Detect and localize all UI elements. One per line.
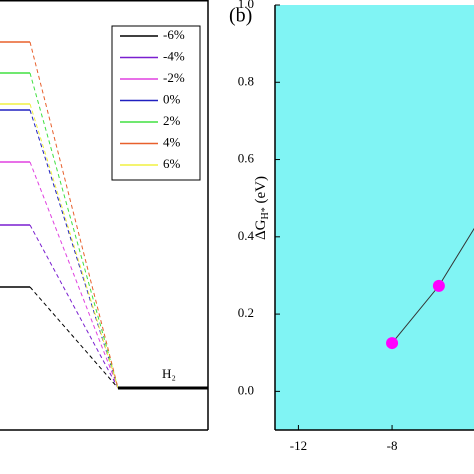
legend-label: -6% [163, 27, 185, 42]
data-point [386, 337, 399, 350]
connector [29, 72, 119, 389]
y-tick-label: 0.6 [238, 151, 255, 166]
legend-box [111, 25, 201, 181]
connector [29, 224, 119, 389]
y-tick-label: 0.8 [238, 73, 254, 88]
x-tick-label: -12 [290, 438, 307, 453]
legend-label: 2% [163, 113, 181, 128]
legend-label: -2% [163, 70, 185, 85]
connector [29, 161, 119, 389]
y-label-main: ΔG [253, 219, 269, 240]
plot-data [386, 227, 474, 350]
x-tick-label: -8 [387, 438, 398, 453]
connector [29, 286, 119, 389]
legend-label: -4% [163, 48, 185, 63]
data-point [432, 279, 445, 292]
y-tick-label: 0.2 [238, 305, 254, 320]
y-tick-label: 0.0 [238, 382, 254, 397]
connector [29, 103, 119, 389]
plot-background [275, 5, 474, 430]
y-label-unit: (eV) [253, 176, 269, 207]
y-tick-label: 0.4 [238, 228, 255, 243]
annotation: H₂ [162, 366, 176, 381]
panel-label: (b) [229, 5, 252, 27]
legend-label: 0% [163, 91, 181, 106]
y-axis-label: ΔGH* (eV) [253, 176, 271, 240]
legend-label: 4% [163, 134, 181, 149]
legend-label: 6% [163, 156, 181, 171]
y-tick-label: 1.0 [238, 0, 254, 11]
y-label-sub: H* [260, 207, 271, 219]
connector [29, 41, 119, 389]
